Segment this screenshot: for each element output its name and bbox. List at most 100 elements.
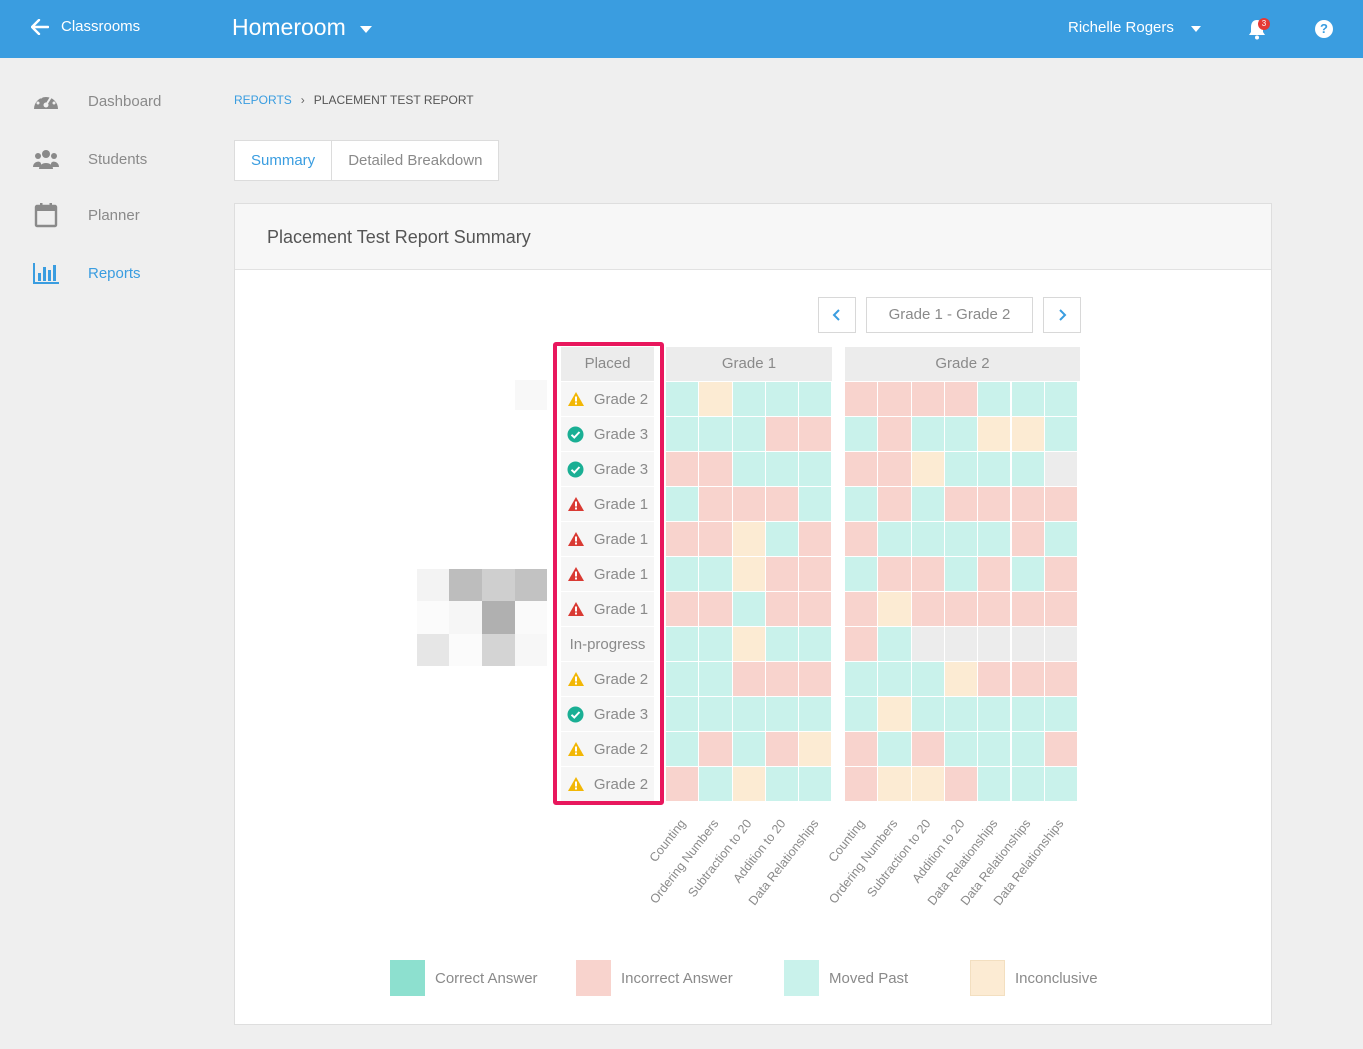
result-cell[interactable] <box>1011 662 1044 696</box>
result-cell[interactable] <box>1044 417 1078 451</box>
result-cell[interactable] <box>978 732 1011 766</box>
result-cell[interactable] <box>944 662 978 696</box>
class-selector[interactable]: Homeroom <box>232 14 372 41</box>
result-cell[interactable] <box>1011 697 1044 731</box>
result-cell[interactable] <box>878 487 911 521</box>
result-cell[interactable] <box>944 557 978 591</box>
result-cell[interactable] <box>845 662 878 696</box>
sidebar-item-reports[interactable]: Reports <box>30 259 141 287</box>
result-cell[interactable] <box>666 592 699 626</box>
result-cell[interactable] <box>799 592 832 626</box>
help-icon[interactable]: ? <box>1315 20 1333 38</box>
result-cell[interactable] <box>944 627 978 661</box>
result-cell[interactable] <box>765 627 799 661</box>
result-cell[interactable] <box>732 417 765 451</box>
result-cell[interactable] <box>978 767 1011 801</box>
result-cell[interactable] <box>944 697 978 731</box>
result-cell[interactable] <box>845 592 878 626</box>
result-cell[interactable] <box>666 557 699 591</box>
result-cell[interactable] <box>732 592 765 626</box>
result-cell[interactable] <box>799 732 832 766</box>
result-cell[interactable] <box>666 662 699 696</box>
result-cell[interactable] <box>978 487 1011 521</box>
result-cell[interactable] <box>978 452 1011 486</box>
result-cell[interactable] <box>765 697 799 731</box>
result-cell[interactable] <box>765 452 799 486</box>
result-cell[interactable] <box>1011 382 1044 416</box>
result-cell[interactable] <box>666 452 699 486</box>
result-cell[interactable] <box>845 522 878 556</box>
result-cell[interactable] <box>878 522 911 556</box>
result-cell[interactable] <box>911 662 944 696</box>
result-cell[interactable] <box>1044 697 1078 731</box>
result-cell[interactable] <box>799 382 832 416</box>
result-cell[interactable] <box>978 557 1011 591</box>
result-cell[interactable] <box>732 627 765 661</box>
result-cell[interactable] <box>845 767 878 801</box>
result-cell[interactable] <box>666 522 699 556</box>
result-cell[interactable] <box>878 732 911 766</box>
result-cell[interactable] <box>1044 522 1078 556</box>
result-cell[interactable] <box>1044 382 1078 416</box>
result-cell[interactable] <box>878 452 911 486</box>
result-cell[interactable] <box>666 732 699 766</box>
result-cell[interactable] <box>878 627 911 661</box>
result-cell[interactable] <box>845 382 878 416</box>
result-cell[interactable] <box>765 487 799 521</box>
result-cell[interactable] <box>799 487 832 521</box>
result-cell[interactable] <box>1011 557 1044 591</box>
result-cell[interactable] <box>699 592 732 626</box>
result-cell[interactable] <box>944 452 978 486</box>
result-cell[interactable] <box>944 732 978 766</box>
result-cell[interactable] <box>911 732 944 766</box>
result-cell[interactable] <box>1011 592 1044 626</box>
sidebar-item-dashboard[interactable]: Dashboard <box>30 87 161 115</box>
result-cell[interactable] <box>978 382 1011 416</box>
result-cell[interactable] <box>799 522 832 556</box>
result-cell[interactable] <box>944 592 978 626</box>
result-cell[interactable] <box>911 592 944 626</box>
result-cell[interactable] <box>765 592 799 626</box>
result-cell[interactable] <box>799 557 832 591</box>
result-cell[interactable] <box>944 487 978 521</box>
result-cell[interactable] <box>911 382 944 416</box>
result-cell[interactable] <box>732 452 765 486</box>
result-cell[interactable] <box>799 627 832 661</box>
result-cell[interactable] <box>1011 767 1044 801</box>
result-cell[interactable] <box>765 382 799 416</box>
result-cell[interactable] <box>765 557 799 591</box>
result-cell[interactable] <box>911 627 944 661</box>
result-cell[interactable] <box>1011 417 1044 451</box>
result-cell[interactable] <box>732 557 765 591</box>
result-cell[interactable] <box>666 767 699 801</box>
result-cell[interactable] <box>732 697 765 731</box>
result-cell[interactable] <box>911 417 944 451</box>
result-cell[interactable] <box>911 557 944 591</box>
tab-summary[interactable]: Summary <box>235 141 333 180</box>
next-grade-button[interactable] <box>1043 297 1081 333</box>
result-cell[interactable] <box>699 557 732 591</box>
result-cell[interactable] <box>1011 487 1044 521</box>
result-cell[interactable] <box>944 767 978 801</box>
result-cell[interactable] <box>878 417 911 451</box>
tab-detailed-breakdown[interactable]: Detailed Breakdown <box>348 152 483 169</box>
result-cell[interactable] <box>1044 557 1078 591</box>
sidebar-item-students[interactable]: Students <box>30 145 147 173</box>
result-cell[interactable] <box>878 697 911 731</box>
result-cell[interactable] <box>978 627 1011 661</box>
result-cell[interactable] <box>765 732 799 766</box>
result-cell[interactable] <box>911 452 944 486</box>
result-cell[interactable] <box>699 452 732 486</box>
result-cell[interactable] <box>699 662 732 696</box>
result-cell[interactable] <box>1044 627 1078 661</box>
result-cell[interactable] <box>978 522 1011 556</box>
result-cell[interactable] <box>911 697 944 731</box>
result-cell[interactable] <box>732 487 765 521</box>
previous-grade-button[interactable] <box>818 297 856 333</box>
result-cell[interactable] <box>799 767 832 801</box>
result-cell[interactable] <box>699 417 732 451</box>
result-cell[interactable] <box>978 662 1011 696</box>
result-cell[interactable] <box>699 697 732 731</box>
result-cell[interactable] <box>666 697 699 731</box>
result-cell[interactable] <box>699 767 732 801</box>
